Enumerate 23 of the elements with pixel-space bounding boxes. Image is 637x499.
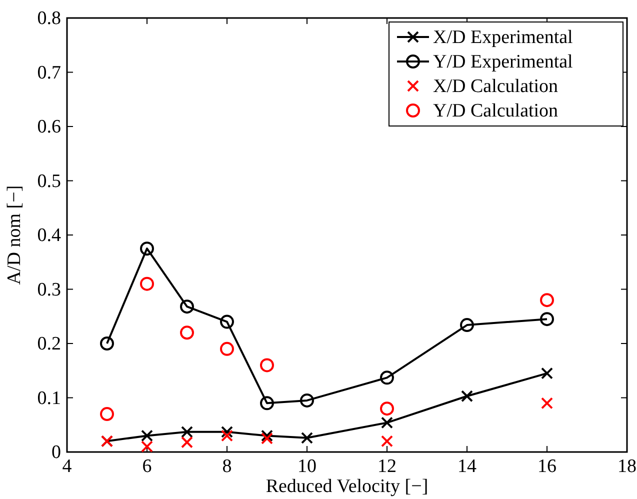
x-tick-label: 16 [538,456,556,477]
x-tick-label: 8 [222,456,232,477]
legend-label: X/D Calculation [433,76,559,97]
y-tick-label: 0.6 [37,116,61,138]
y-tick-label: 0.8 [37,8,61,29]
x-tick-label: 12 [378,456,396,477]
legend-label: Y/D Calculation [433,100,559,122]
y-tick-label: 0.7 [37,62,61,84]
legend-label: X/D Experimental [433,27,573,48]
x-tick-label: 10 [298,456,316,477]
x-tick-label: 6 [142,456,152,477]
y-tick-label: 0 [52,442,61,463]
y-tick-label: 0.1 [37,388,61,409]
legend-label: Y/D Experimental [433,52,573,72]
y-tick-label: 0.3 [37,279,61,300]
y-tick-label: 0.5 [37,170,61,192]
y-tick-label: 0.4 [37,225,62,246]
y-tick-label: 0.2 [37,334,61,354]
x-axis-title: Reduced Velocity [−] [266,476,428,497]
y-axis-title: A/D nom [−] [4,185,25,285]
x-tick-label: 4 [62,456,72,477]
x-tick-label: 18 [618,456,636,477]
x-tick-label: 14 [458,456,477,477]
